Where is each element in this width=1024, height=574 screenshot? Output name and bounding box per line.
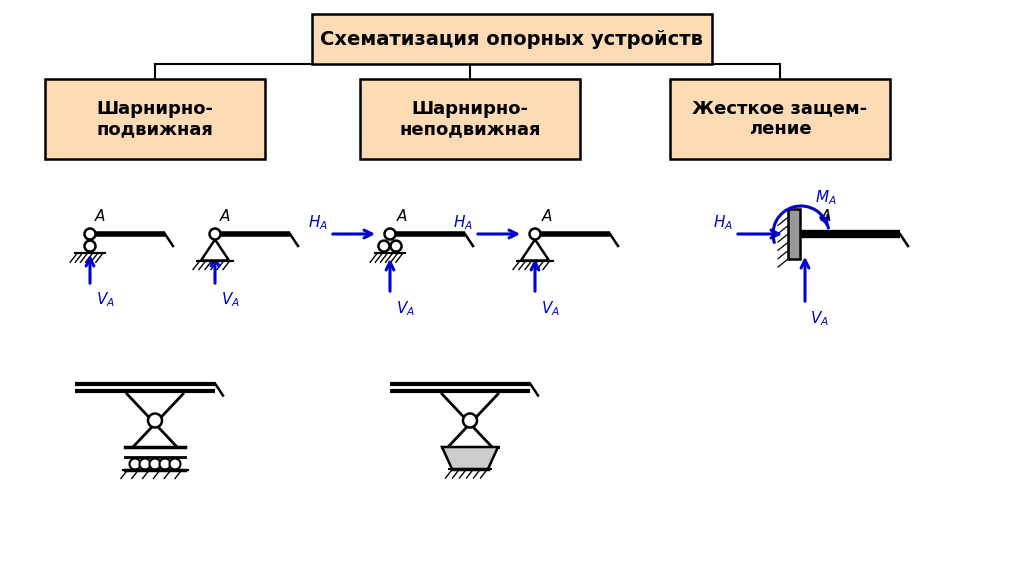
Circle shape xyxy=(210,228,220,239)
Text: Жесткое защем-
ление: Жесткое защем- ление xyxy=(692,100,867,138)
Text: $V_A$: $V_A$ xyxy=(221,290,240,309)
Text: $V_A$: $V_A$ xyxy=(96,290,115,309)
FancyBboxPatch shape xyxy=(670,79,890,159)
Circle shape xyxy=(85,241,95,251)
Text: $H_A$: $H_A$ xyxy=(453,213,473,232)
Polygon shape xyxy=(442,447,498,469)
Text: $A$: $A$ xyxy=(541,208,553,224)
Circle shape xyxy=(170,459,180,470)
Circle shape xyxy=(463,413,477,428)
Circle shape xyxy=(85,228,95,239)
Circle shape xyxy=(529,228,541,239)
Text: $V_A$: $V_A$ xyxy=(541,299,560,317)
Polygon shape xyxy=(521,239,549,261)
Circle shape xyxy=(379,241,389,251)
Circle shape xyxy=(390,241,401,251)
Text: $A$: $A$ xyxy=(219,208,231,224)
Text: $A$: $A$ xyxy=(820,208,833,224)
Circle shape xyxy=(139,459,151,470)
Text: $H_A$: $H_A$ xyxy=(713,213,733,232)
Text: $V_A$: $V_A$ xyxy=(396,299,415,317)
Bar xyxy=(788,209,800,259)
Text: $H_A$: $H_A$ xyxy=(308,213,328,232)
Text: $M_A$: $M_A$ xyxy=(815,188,837,207)
Text: $A$: $A$ xyxy=(396,208,409,224)
Circle shape xyxy=(150,459,161,470)
Text: Шарнирно-
неподвижная: Шарнирно- неподвижная xyxy=(399,100,541,138)
Circle shape xyxy=(160,459,171,470)
Polygon shape xyxy=(201,239,229,261)
FancyBboxPatch shape xyxy=(312,14,712,64)
Circle shape xyxy=(384,228,395,239)
Text: Шарнирно-
подвижная: Шарнирно- подвижная xyxy=(96,100,213,138)
Circle shape xyxy=(129,459,140,470)
Text: $A$: $A$ xyxy=(94,208,106,224)
FancyBboxPatch shape xyxy=(360,79,580,159)
FancyBboxPatch shape xyxy=(45,79,265,159)
Text: Схематизация опорных устройств: Схематизация опорных устройств xyxy=(321,29,703,48)
Text: $V_A$: $V_A$ xyxy=(810,309,829,328)
Circle shape xyxy=(148,413,162,428)
